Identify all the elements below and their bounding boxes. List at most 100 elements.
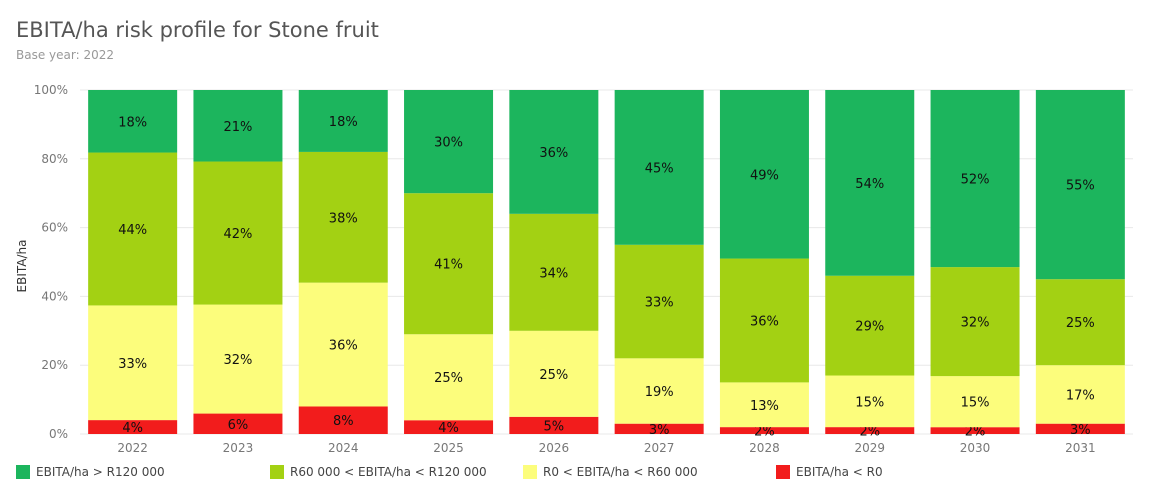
data-label: 36% xyxy=(539,146,568,161)
data-label: 4% xyxy=(438,421,459,436)
chart-title: EBITA/ha risk profile for Stone fruit xyxy=(16,18,379,42)
bar-segment xyxy=(509,416,599,434)
data-label: 34% xyxy=(539,266,568,281)
data-label: 5% xyxy=(544,419,565,434)
bar-segment xyxy=(614,358,704,424)
x-tick-label: 2024 xyxy=(328,441,359,455)
data-label: 25% xyxy=(434,371,463,386)
legend-item[interactable]: R0 < EBITA/ha < R60 000 xyxy=(523,465,698,479)
bar-segment xyxy=(719,427,809,434)
bar-segment xyxy=(1035,365,1125,424)
bar-segment xyxy=(509,213,599,331)
stacked-bar-chart: 0% 20% 40% 60% 80% 100% EBITA/ha 4% 33% 44% 18% 202… xyxy=(15,83,1133,455)
bar-segment xyxy=(825,90,915,276)
bar-segment xyxy=(404,334,494,421)
y-tick-label: 60% xyxy=(41,221,68,235)
data-label: 52% xyxy=(961,173,990,188)
data-label: 54% xyxy=(855,177,884,192)
bar-segment xyxy=(719,258,809,383)
bar-segment xyxy=(193,90,283,162)
data-label: 25% xyxy=(539,368,568,383)
bar-segment xyxy=(1035,423,1125,434)
legend-swatch xyxy=(523,465,537,479)
data-label: 42% xyxy=(223,227,252,242)
x-tick-label: 2023 xyxy=(223,441,254,455)
y-tick-label: 40% xyxy=(41,289,68,303)
data-label: 21% xyxy=(223,120,252,135)
legend-label: EBITA/ha < R0 xyxy=(796,465,883,479)
data-label: 2% xyxy=(965,425,986,440)
bar-segment xyxy=(614,244,704,359)
x-tick-label: 2026 xyxy=(539,441,570,455)
bar-segment xyxy=(930,427,1020,434)
data-label: 36% xyxy=(750,314,779,329)
bar-segment xyxy=(930,376,1020,428)
x-tick-label: 2027 xyxy=(644,441,675,455)
bar-segment xyxy=(298,151,388,283)
data-label: 17% xyxy=(1066,388,1095,403)
legend-label: R60 000 < EBITA/ha < R120 000 xyxy=(290,465,487,479)
bar-segment xyxy=(825,275,915,376)
data-label: 15% xyxy=(961,396,990,411)
data-label: 2% xyxy=(859,425,880,440)
data-label: 6% xyxy=(228,418,249,433)
bar-segment xyxy=(825,427,915,434)
legend-label: R0 < EBITA/ha < R60 000 xyxy=(543,465,698,479)
bar-segment xyxy=(614,90,704,245)
bar-segment xyxy=(88,152,178,306)
bar-segment xyxy=(193,161,283,305)
legend-label: EBITA/ha > R120 000 xyxy=(36,465,165,479)
bar-segment xyxy=(1035,279,1125,366)
bar-segment xyxy=(88,420,178,434)
bar-segment xyxy=(719,90,809,259)
data-label: 15% xyxy=(855,395,884,410)
data-label: 30% xyxy=(434,136,463,151)
data-label: 45% xyxy=(645,161,674,176)
data-label: 4% xyxy=(122,421,143,436)
y-tick-label: 100% xyxy=(34,83,68,97)
data-label: 32% xyxy=(223,353,252,368)
data-label: 8% xyxy=(333,414,354,429)
bar-segment xyxy=(193,413,283,434)
bar-segment xyxy=(404,193,494,335)
data-label: 33% xyxy=(645,296,674,311)
data-label: 18% xyxy=(118,115,147,130)
data-label: 36% xyxy=(329,339,358,354)
data-label: 19% xyxy=(645,385,674,400)
x-tick-label: 2025 xyxy=(433,441,464,455)
bar-segment xyxy=(825,375,915,428)
data-label: 41% xyxy=(434,258,463,273)
bar-segment xyxy=(298,406,388,434)
x-tick-label: 2022 xyxy=(117,441,148,455)
bar-segment xyxy=(930,267,1020,377)
bar-segment xyxy=(88,90,178,153)
legend-swatch xyxy=(270,465,284,479)
data-label: 2% xyxy=(754,425,775,440)
bar-segment xyxy=(930,90,1020,268)
data-label: 32% xyxy=(961,316,990,331)
legend-item[interactable]: R60 000 < EBITA/ha < R120 000 xyxy=(270,465,487,479)
legend-swatch xyxy=(776,465,790,479)
data-label: 33% xyxy=(118,357,147,372)
bar-segment xyxy=(719,382,809,428)
data-label: 49% xyxy=(750,168,779,183)
data-label: 3% xyxy=(649,423,670,438)
y-tick-label: 80% xyxy=(41,152,68,166)
x-tick-label: 2028 xyxy=(749,441,780,455)
chart-subtitle: Base year: 2022 xyxy=(16,48,114,62)
bar-segment xyxy=(404,90,494,194)
legend-item[interactable]: EBITA/ha < R0 xyxy=(776,465,883,479)
x-tick-label: 2030 xyxy=(960,441,991,455)
x-tick-label: 2029 xyxy=(854,441,885,455)
bar-segment xyxy=(404,420,494,434)
data-label: 44% xyxy=(118,223,147,238)
bar-segment xyxy=(298,90,388,152)
data-label: 29% xyxy=(855,320,884,335)
bar-segment xyxy=(1035,90,1125,280)
legend-item[interactable]: EBITA/ha > R120 000 xyxy=(16,465,165,479)
bar-segment xyxy=(298,282,388,407)
x-tick-label: 2031 xyxy=(1065,441,1096,455)
data-label: 3% xyxy=(1070,423,1091,438)
y-tick-label: 20% xyxy=(41,358,68,372)
bar-segment xyxy=(509,330,599,417)
